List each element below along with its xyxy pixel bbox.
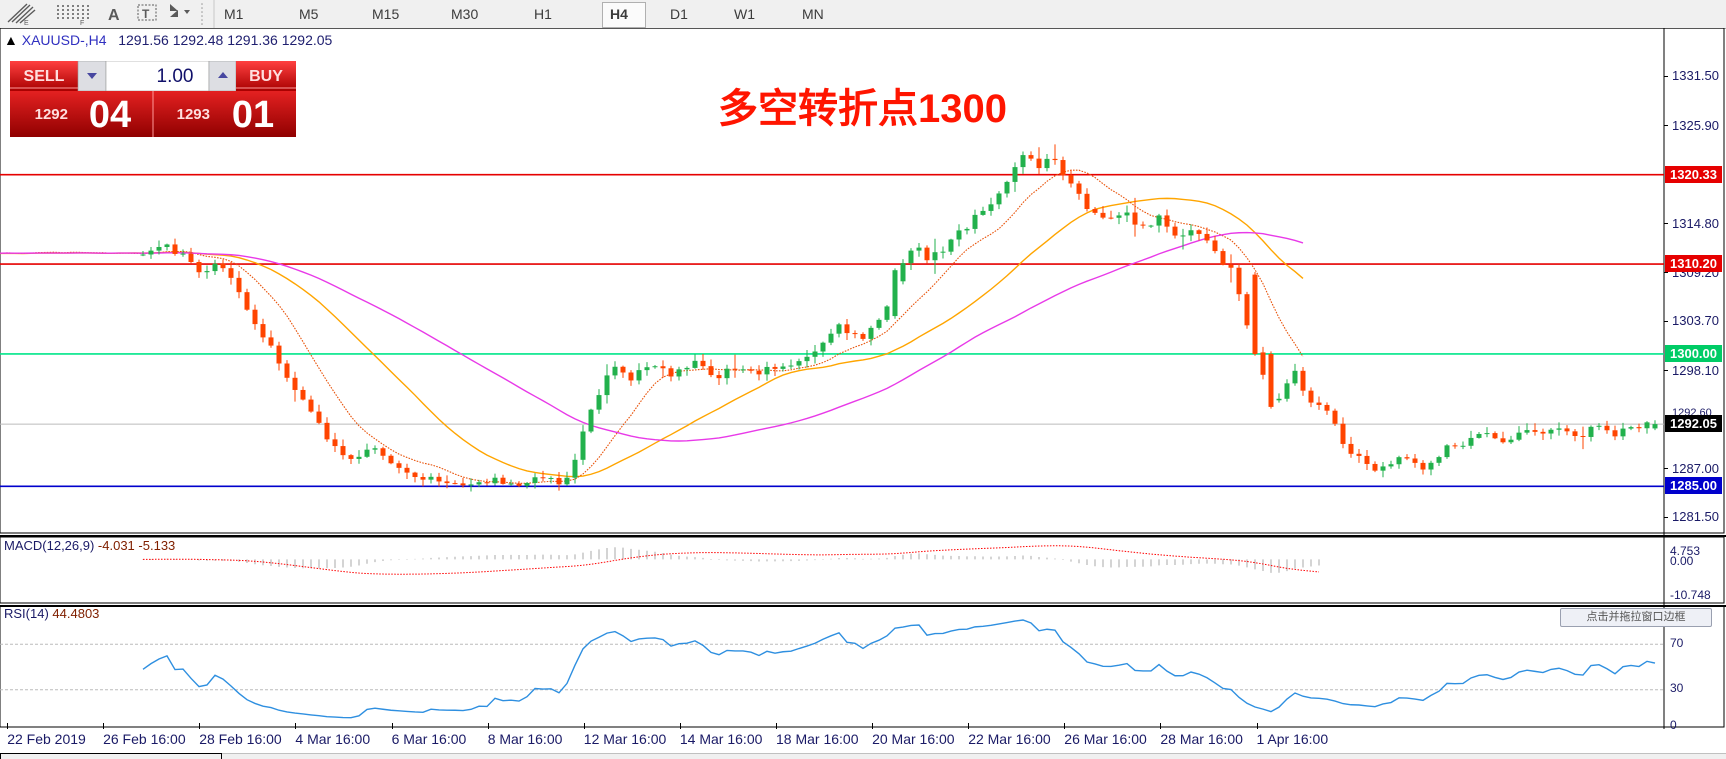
svg-text:SELL: SELL bbox=[24, 68, 65, 85]
svg-text:1292: 1292 bbox=[35, 106, 68, 123]
svg-text:T: T bbox=[142, 7, 150, 21]
svg-text:BUY: BUY bbox=[249, 68, 283, 85]
svg-text:1.00: 1.00 bbox=[157, 66, 194, 87]
svg-text:04: 04 bbox=[89, 94, 131, 136]
svg-text:1293: 1293 bbox=[177, 106, 210, 123]
svg-text:F: F bbox=[80, 20, 84, 27]
svg-text:01: 01 bbox=[232, 94, 274, 136]
svg-text:A: A bbox=[108, 7, 120, 24]
svg-text:E: E bbox=[24, 20, 29, 27]
